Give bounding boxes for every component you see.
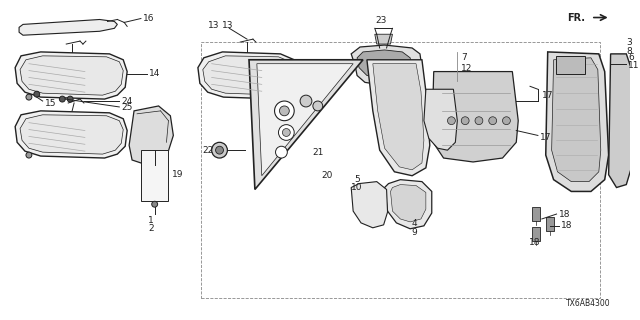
Circle shape xyxy=(300,95,312,107)
Circle shape xyxy=(216,146,223,154)
Text: 11: 11 xyxy=(628,61,640,70)
Polygon shape xyxy=(129,106,173,165)
Polygon shape xyxy=(257,64,353,176)
Polygon shape xyxy=(424,89,458,150)
Text: 2: 2 xyxy=(148,224,154,233)
Circle shape xyxy=(502,117,510,124)
Text: 13: 13 xyxy=(208,21,220,30)
Bar xyxy=(532,207,540,221)
Circle shape xyxy=(60,96,65,102)
Circle shape xyxy=(278,124,294,140)
Text: 18: 18 xyxy=(559,210,570,219)
Text: 24: 24 xyxy=(121,97,132,106)
Text: 8: 8 xyxy=(627,47,632,56)
Circle shape xyxy=(152,201,157,207)
Bar xyxy=(202,42,600,298)
Text: 5: 5 xyxy=(354,175,360,184)
Polygon shape xyxy=(390,185,426,222)
Text: 4: 4 xyxy=(412,220,417,228)
Circle shape xyxy=(280,106,289,116)
Polygon shape xyxy=(609,54,632,188)
Polygon shape xyxy=(546,52,609,191)
Circle shape xyxy=(447,117,455,124)
Text: 9: 9 xyxy=(412,228,417,237)
Circle shape xyxy=(275,101,294,121)
Polygon shape xyxy=(20,56,124,95)
Polygon shape xyxy=(357,50,412,78)
Text: 22: 22 xyxy=(202,146,214,155)
Text: 23: 23 xyxy=(375,16,387,25)
Polygon shape xyxy=(367,60,430,176)
Text: 10: 10 xyxy=(351,183,363,192)
Polygon shape xyxy=(20,115,124,154)
Polygon shape xyxy=(351,182,388,228)
Text: 3: 3 xyxy=(627,37,632,47)
Circle shape xyxy=(212,142,227,158)
Text: 17: 17 xyxy=(540,133,551,142)
Text: 7: 7 xyxy=(461,53,467,62)
Text: 6: 6 xyxy=(628,53,634,62)
Text: 15: 15 xyxy=(45,99,56,108)
Circle shape xyxy=(26,152,32,158)
Polygon shape xyxy=(15,111,127,158)
Polygon shape xyxy=(375,34,392,44)
Text: 14: 14 xyxy=(148,69,160,78)
Text: 16: 16 xyxy=(143,14,154,23)
Circle shape xyxy=(489,117,497,124)
Text: 12: 12 xyxy=(461,64,472,73)
Polygon shape xyxy=(351,45,422,85)
Text: 18: 18 xyxy=(561,221,572,230)
Polygon shape xyxy=(432,72,518,162)
Bar xyxy=(556,56,585,74)
Circle shape xyxy=(276,146,287,158)
Text: 1: 1 xyxy=(148,216,154,225)
Text: 13: 13 xyxy=(221,21,233,30)
Circle shape xyxy=(282,129,291,136)
Circle shape xyxy=(475,117,483,124)
Polygon shape xyxy=(203,56,294,95)
Polygon shape xyxy=(385,180,432,229)
Polygon shape xyxy=(198,52,298,99)
Bar xyxy=(141,150,168,201)
Text: 19: 19 xyxy=(172,170,184,179)
Text: TX6AB4300: TX6AB4300 xyxy=(566,299,611,308)
Polygon shape xyxy=(552,58,601,182)
Circle shape xyxy=(67,96,73,102)
Text: 20: 20 xyxy=(322,171,333,180)
Circle shape xyxy=(313,101,323,111)
Text: 21: 21 xyxy=(312,148,323,156)
Circle shape xyxy=(461,117,469,124)
Circle shape xyxy=(34,91,40,97)
Text: 17: 17 xyxy=(542,91,554,100)
Bar xyxy=(546,217,554,231)
Polygon shape xyxy=(373,64,424,170)
Polygon shape xyxy=(15,52,127,99)
Bar xyxy=(532,227,540,241)
Polygon shape xyxy=(249,60,363,189)
Polygon shape xyxy=(19,20,117,35)
Text: 25: 25 xyxy=(121,103,132,112)
Text: 18: 18 xyxy=(529,238,541,247)
Text: FR.: FR. xyxy=(568,12,586,22)
Circle shape xyxy=(26,94,32,100)
